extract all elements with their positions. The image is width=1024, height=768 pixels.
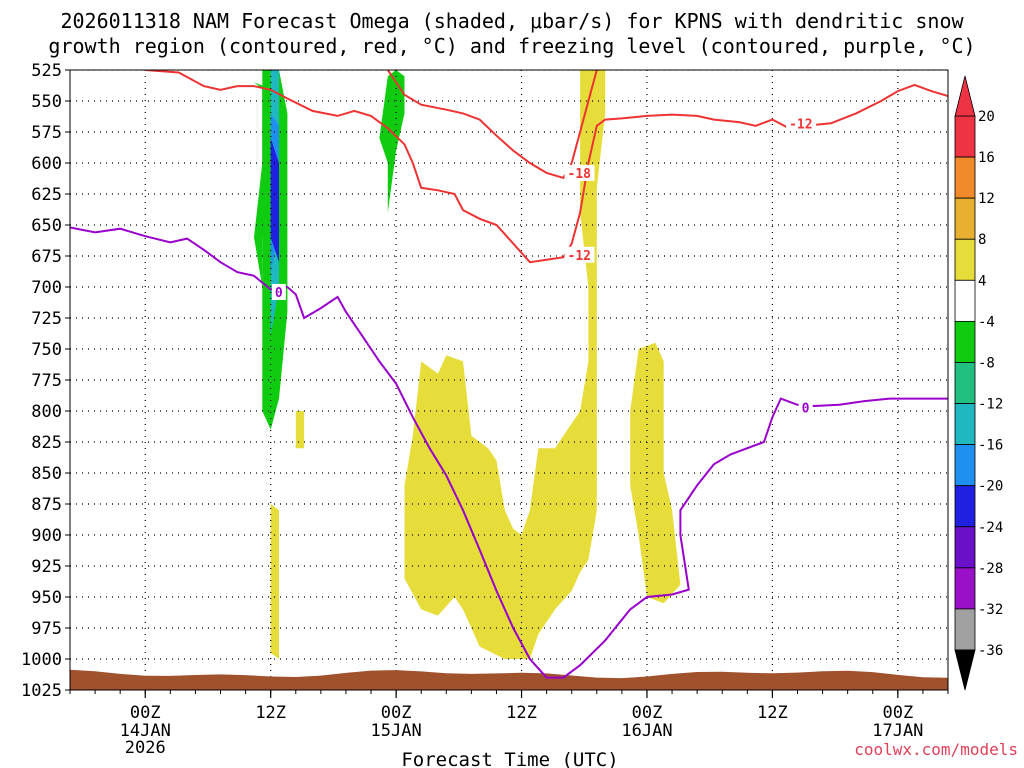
y-tick-label-19: 1000 <box>21 650 62 670</box>
x-tick-date-0: 14JAN <box>120 721 171 741</box>
omega-negative-area-4 <box>270 138 279 263</box>
colorbar-band-2 <box>954 197 976 240</box>
colorbar-band-1 <box>954 156 976 199</box>
colorbar-label-0: 20 <box>978 109 995 125</box>
plot-clip-group: -18 -12 -12 0 0 <box>70 70 948 690</box>
colorbar-top-arrow <box>954 75 976 117</box>
colorbar-label-1: 16 <box>978 150 995 166</box>
omega-negative-area-5 <box>379 70 405 213</box>
x-tick-label-5: 12Z <box>757 703 788 723</box>
x-tick-label-4: 00Z <box>632 703 663 723</box>
omega-positive-area-2 <box>270 504 279 659</box>
y-tick-label-9: 750 <box>31 340 62 360</box>
terrain-strip <box>70 669 948 690</box>
y-tick-label-4: 625 <box>31 185 62 205</box>
omega-positive-area-3 <box>295 411 305 449</box>
colorbar-label-10: -24 <box>978 520 1003 536</box>
colorbar-band-4 <box>954 279 976 322</box>
y-tick-label-2: 575 <box>31 123 62 143</box>
omega-positive-area-0 <box>404 70 606 659</box>
y-tick-label-16: 925 <box>31 557 62 577</box>
y-tick-label-1: 550 <box>31 92 62 112</box>
y-tick-label-10: 775 <box>31 371 62 391</box>
x-tick-date-4: 16JAN <box>621 721 672 741</box>
colorbar-label-8: -16 <box>978 438 1003 454</box>
chart-title-line1: 2026011318 NAM Forecast Omega (shaded, μ… <box>60 9 964 33</box>
y-tick-label-7: 700 <box>31 278 62 298</box>
omega-positive-area-1 <box>630 342 681 604</box>
dgz-minus12-label-1-bg <box>564 246 595 263</box>
freezing-label-1-bg <box>271 283 286 300</box>
freezing-label-2-bg <box>798 399 813 416</box>
colorbar-label-12: -32 <box>978 602 1003 618</box>
y-tick-label-6: 675 <box>31 247 62 267</box>
x-tick-label-0: 00Z <box>130 703 161 723</box>
dgz-minus18-label-bg <box>564 164 595 181</box>
colorbar-band-9 <box>954 485 976 528</box>
x-tick-date-2: 15JAN <box>371 721 422 741</box>
chart-title-line2: growth region (contoured, red, °C) and f… <box>48 34 975 58</box>
y-tick-label-0: 525 <box>31 61 62 81</box>
x-tick-date-6: 17JAN <box>872 721 923 741</box>
plot-area: -18 -12 -12 0 0 <box>70 70 948 690</box>
dgz-minus12-label-2-bg <box>786 115 817 132</box>
freezing-level-contour <box>70 226 948 679</box>
y-tick-label-15: 900 <box>31 526 62 546</box>
y-tick-label-13: 850 <box>31 464 62 484</box>
y-tick-label-11: 800 <box>31 402 62 422</box>
dgz-minus18-label: -18 <box>568 167 592 182</box>
y-tick-label-8: 725 <box>31 309 62 329</box>
colorbar-band-11 <box>954 567 976 610</box>
dgz-minus18-contour-0 <box>386 70 598 180</box>
axes: 525 550 575 600 625 650 675 700 725 750 775 800 825 8… <box>21 61 949 758</box>
dgz-minus12-label-1: -12 <box>568 249 591 264</box>
y-tick-label-18: 975 <box>31 619 62 639</box>
colorbar-band-6 <box>954 362 976 404</box>
x-tick-label-6: 00Z <box>882 703 913 723</box>
y-tick-label-20: 1025 <box>21 681 62 701</box>
y-tick-label-17: 950 <box>31 588 62 608</box>
colorbar-band-5 <box>954 320 976 363</box>
colorbar-label-11: -28 <box>978 561 1003 577</box>
x-tick-label-2: 00Z <box>381 703 412 723</box>
freezing-label-1: 0 <box>275 286 283 301</box>
colorbar-label-5: -4 <box>978 314 995 330</box>
colorbar-label-4: 4 <box>978 273 986 289</box>
colorbar-label-9: -20 <box>978 479 1003 495</box>
freezing-label-2: 0 <box>802 401 810 416</box>
colorbar-band-3 <box>954 238 976 281</box>
credit-text: coolwx.com/models <box>854 740 1018 759</box>
colorbar-label-3: 8 <box>978 232 986 248</box>
x-tick-label-1: 12Z <box>255 703 286 723</box>
x-axis-label: Forecast Time (UTC) <box>401 749 618 768</box>
y-tick-label-14: 875 <box>31 495 62 515</box>
colorbar-label-2: 12 <box>978 191 995 207</box>
colorbar-band-10 <box>954 526 976 569</box>
y-tick-label-3: 600 <box>31 154 62 174</box>
colorbar-band-8 <box>954 444 976 487</box>
colorbar-band-0 <box>954 115 976 158</box>
colorbar: 20 16 12 8 4 -4 -8 -12 -16 -20 -24 -28 -32 -36 <box>954 75 1003 691</box>
colorbar-bottom-arrow <box>954 649 976 691</box>
dgz-minus12-label-2: -12 <box>789 117 812 132</box>
colorbar-band-7 <box>954 403 976 446</box>
colorbar-label-13: -36 <box>978 643 1003 659</box>
y-tick-label-5: 650 <box>31 216 62 236</box>
x-tick-label-3: 12Z <box>506 703 537 723</box>
colorbar-label-7: -12 <box>978 397 1003 413</box>
colorbar-band-12 <box>954 608 976 651</box>
y-tick-label-12: 825 <box>31 433 62 453</box>
colorbar-label-6: -8 <box>978 355 995 371</box>
x-tick-year-0: 2026 <box>125 738 166 758</box>
